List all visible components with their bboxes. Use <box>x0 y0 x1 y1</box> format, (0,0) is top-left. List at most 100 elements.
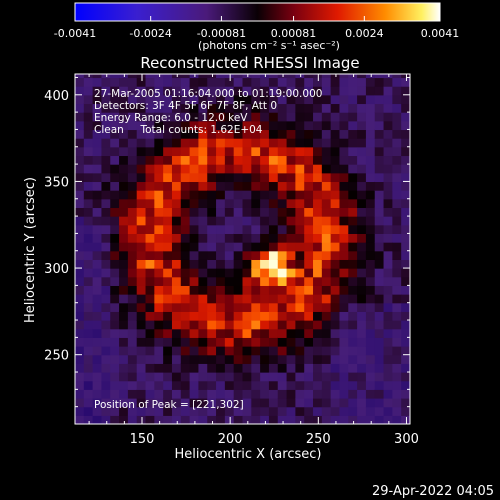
heatmap-cell <box>136 268 147 278</box>
heatmap-cell <box>224 328 235 338</box>
heatmap-cell <box>189 172 200 183</box>
heatmap-cell <box>145 276 155 286</box>
heatmap-cell <box>339 103 349 113</box>
heatmap-cell <box>180 224 191 234</box>
heatmap-cell <box>330 302 341 312</box>
heatmap-cell <box>374 146 385 157</box>
heatmap-cell <box>365 74 376 79</box>
heatmap-cell <box>295 172 305 183</box>
heatmap-cell <box>321 164 332 174</box>
heatmap-cell <box>101 233 111 243</box>
heatmap-cell <box>295 233 305 243</box>
heatmap-cell <box>392 77 402 87</box>
heatmap-cell <box>392 112 402 122</box>
heatmap-cell <box>339 112 349 122</box>
heatmap-cell <box>145 242 155 252</box>
heatmap-cell <box>171 207 182 217</box>
colorbar-tick-label: 0.00081 <box>271 27 317 40</box>
heatmap-cell <box>207 164 217 174</box>
heatmap-cell <box>383 337 393 347</box>
heatmap-cell <box>163 268 173 278</box>
heatmap-cell <box>365 372 376 382</box>
heatmap-cell <box>207 74 217 79</box>
heatmap-cell <box>136 380 147 390</box>
heatmap-cell <box>365 146 376 157</box>
heatmap-cell <box>207 138 217 148</box>
heatmap-cell <box>313 415 323 424</box>
heatmap-cell <box>92 250 103 260</box>
heatmap-cell <box>260 250 270 260</box>
heatmap-cell <box>83 398 94 408</box>
heatmap-cell <box>83 77 94 87</box>
heatmap-cell <box>224 103 235 113</box>
heatmap-cell <box>374 337 385 347</box>
heatmap-cell <box>348 268 358 278</box>
heatmap-cell <box>224 155 235 165</box>
heatmap-cell <box>313 380 323 390</box>
heatmap-cell <box>251 120 261 131</box>
heatmap-cell <box>268 363 279 373</box>
heatmap-cell <box>101 268 111 278</box>
heatmap-cell <box>75 181 85 191</box>
heatmap-cell <box>392 216 402 226</box>
heatmap-cell <box>304 198 314 209</box>
heatmap-cell <box>321 354 332 364</box>
heatmap-cell <box>101 354 111 364</box>
heatmap-cell <box>251 389 261 399</box>
heatmap-cell <box>374 363 385 373</box>
heatmap-cell <box>145 146 155 157</box>
heatmap-cell <box>171 363 182 373</box>
heatmap-cell <box>392 302 402 312</box>
heatmap-cell <box>101 129 111 139</box>
heatmap-cell <box>180 250 191 260</box>
heatmap-cell <box>216 86 226 96</box>
heatmap-cell <box>127 398 138 408</box>
heatmap-cell <box>75 363 85 373</box>
heatmap-cell <box>110 380 120 390</box>
heatmap-cell <box>268 86 279 96</box>
heatmap-cell <box>304 363 314 373</box>
heatmap-cell <box>233 74 244 79</box>
heatmap-cell <box>216 198 226 209</box>
heatmap-cell <box>339 181 349 191</box>
heatmap-cell <box>145 190 155 200</box>
heatmap-cell <box>313 233 323 243</box>
heatmap-cell <box>110 86 120 96</box>
heatmap-cell <box>330 363 341 373</box>
heatmap-cell <box>401 389 410 399</box>
heatmap-cell <box>145 259 155 269</box>
heatmap-cell <box>154 207 164 217</box>
heatmap-cell <box>127 363 138 373</box>
heatmap-cell <box>268 346 279 356</box>
heatmap-cell <box>92 380 103 390</box>
heatmap-cell <box>277 363 288 373</box>
heatmap-cell <box>242 164 252 174</box>
heatmap-cell <box>260 285 270 295</box>
heatmap-cell <box>198 120 208 131</box>
heatmap-cell <box>277 259 288 269</box>
heatmap-cell <box>330 415 341 424</box>
heatmap-cell <box>392 337 402 347</box>
heatmap-cell <box>330 138 341 148</box>
heatmap-cell <box>313 398 323 408</box>
heatmap-cell <box>295 112 305 122</box>
heatmap-cell <box>251 164 261 174</box>
heatmap-cell <box>110 112 120 122</box>
heatmap-cell <box>119 406 129 416</box>
heatmap-cell <box>136 207 147 217</box>
heatmap-cell <box>171 233 182 243</box>
heatmap-cell <box>313 112 323 122</box>
heatmap-cell <box>304 190 314 200</box>
heatmap-cell <box>163 363 173 373</box>
heatmap-cell <box>75 294 85 304</box>
heatmap-cell <box>136 164 147 174</box>
heatmap-cell <box>330 372 341 382</box>
heatmap-cell <box>383 285 393 295</box>
heatmap-cell <box>163 190 173 200</box>
heatmap-cell <box>313 146 323 157</box>
heatmap-cell <box>145 74 155 79</box>
heatmap-cell <box>321 268 332 278</box>
heatmap-cell <box>251 276 261 286</box>
heatmap-cell <box>260 155 270 165</box>
heatmap-cell <box>163 415 173 424</box>
